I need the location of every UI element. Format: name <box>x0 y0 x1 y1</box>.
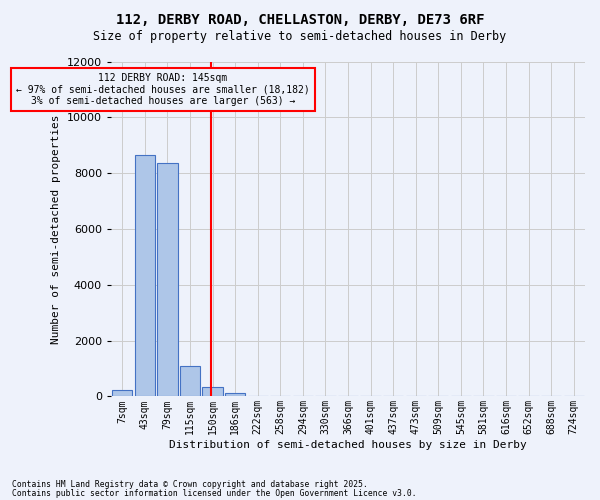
Bar <box>134 155 155 396</box>
Y-axis label: Number of semi-detached properties: Number of semi-detached properties <box>51 114 61 344</box>
Bar <box>112 390 133 396</box>
Bar <box>225 393 245 396</box>
Bar <box>180 366 200 396</box>
Bar <box>202 387 223 396</box>
X-axis label: Distribution of semi-detached houses by size in Derby: Distribution of semi-detached houses by … <box>169 440 527 450</box>
Text: Size of property relative to semi-detached houses in Derby: Size of property relative to semi-detach… <box>94 30 506 43</box>
Text: 112, DERBY ROAD, CHELLASTON, DERBY, DE73 6RF: 112, DERBY ROAD, CHELLASTON, DERBY, DE73… <box>116 12 484 26</box>
Text: 112 DERBY ROAD: 145sqm
← 97% of semi-detached houses are smaller (18,182)
3% of : 112 DERBY ROAD: 145sqm ← 97% of semi-det… <box>16 72 310 106</box>
Text: Contains HM Land Registry data © Crown copyright and database right 2025.: Contains HM Land Registry data © Crown c… <box>12 480 368 489</box>
Text: Contains public sector information licensed under the Open Government Licence v3: Contains public sector information licen… <box>12 488 416 498</box>
Bar <box>157 164 178 396</box>
